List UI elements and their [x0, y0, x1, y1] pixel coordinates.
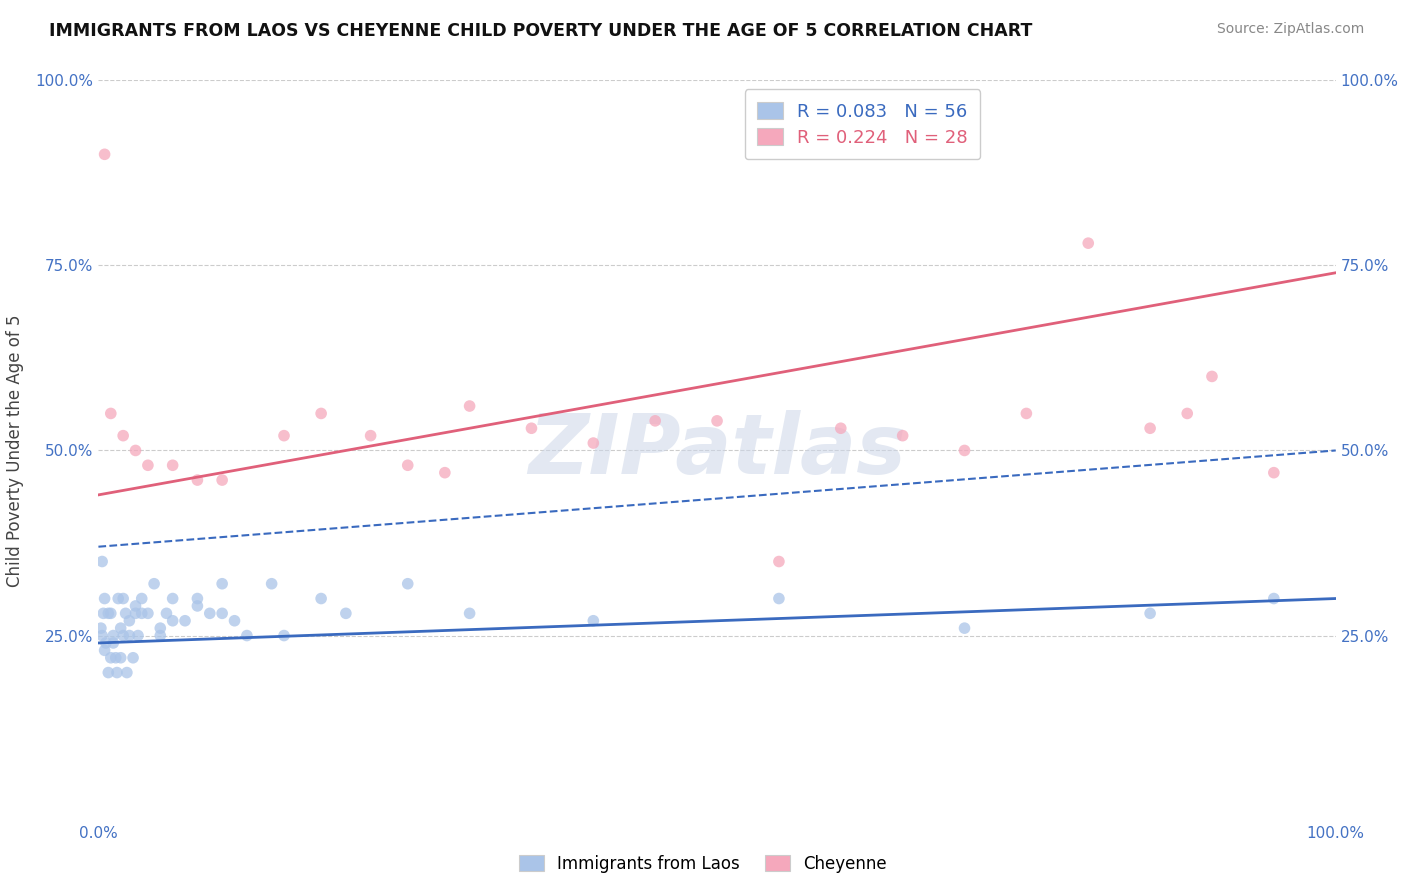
Point [1077, 236, 1099, 251]
Point [149, 628, 172, 642]
Point [100, 650, 122, 665]
Point [162, 614, 184, 628]
Point [211, 607, 233, 621]
Point [115, 665, 138, 680]
Point [100, 607, 122, 621]
Point [830, 421, 852, 435]
Point [97, 607, 120, 621]
Point [110, 621, 132, 635]
Point [396, 576, 419, 591]
Point [520, 421, 543, 435]
Point [103, 628, 125, 642]
Point [186, 591, 208, 606]
Point [110, 650, 132, 665]
Point [93, 643, 115, 657]
Point [458, 607, 481, 621]
Point [260, 576, 283, 591]
Point [93, 147, 115, 161]
Point [953, 443, 976, 458]
Point [433, 466, 456, 480]
Point [90, 621, 112, 635]
Point [891, 428, 914, 442]
Point [124, 443, 146, 458]
Point [1263, 591, 1285, 606]
Point [768, 591, 790, 606]
Point [953, 621, 976, 635]
Point [273, 428, 295, 442]
Point [93, 607, 115, 621]
Point [94, 636, 117, 650]
Point [93, 591, 115, 606]
Point [127, 628, 149, 642]
Point [1201, 369, 1223, 384]
Point [644, 414, 666, 428]
Point [360, 428, 382, 442]
Point [335, 607, 357, 621]
Point [91, 555, 114, 569]
Legend: R = 0.083   N = 56, R = 0.224   N = 28: R = 0.083 N = 56, R = 0.224 N = 28 [745, 89, 980, 160]
Point [1263, 466, 1285, 480]
Point [104, 650, 127, 665]
Point [768, 555, 790, 569]
Point [396, 458, 419, 473]
Point [122, 650, 145, 665]
Point [706, 414, 728, 428]
Point [114, 607, 136, 621]
Legend: Immigrants from Laos, Cheyenne: Immigrants from Laos, Cheyenne [512, 848, 894, 880]
Point [458, 399, 481, 413]
Point [236, 628, 259, 642]
Point [136, 607, 159, 621]
Point [174, 614, 197, 628]
Point [124, 607, 146, 621]
Point [1139, 421, 1161, 435]
Point [1015, 407, 1038, 421]
Point [273, 628, 295, 642]
Point [149, 621, 172, 635]
Point [100, 407, 122, 421]
Point [105, 665, 128, 680]
Point [103, 636, 125, 650]
Point [198, 607, 221, 621]
Point [211, 473, 233, 487]
Point [112, 628, 135, 642]
Y-axis label: Child Poverty Under the Age of 5: Child Poverty Under the Age of 5 [7, 314, 24, 587]
Point [118, 628, 141, 642]
Point [107, 591, 129, 606]
Point [186, 473, 208, 487]
Point [136, 458, 159, 473]
Point [97, 665, 120, 680]
Point [124, 599, 146, 613]
Point [211, 576, 233, 591]
Point [162, 458, 184, 473]
Point [112, 591, 135, 606]
Point [1139, 607, 1161, 621]
Point [582, 436, 605, 450]
Point [162, 591, 184, 606]
Point [1175, 407, 1198, 421]
Point [112, 428, 135, 442]
Point [91, 628, 114, 642]
Text: Source: ZipAtlas.com: Source: ZipAtlas.com [1216, 22, 1364, 37]
Point [186, 599, 208, 613]
Point [155, 607, 177, 621]
Point [143, 576, 166, 591]
Point [309, 591, 332, 606]
Point [118, 614, 141, 628]
Point [131, 591, 153, 606]
Point [224, 614, 246, 628]
Point [131, 607, 153, 621]
Point [309, 407, 332, 421]
Text: ZIPatlas: ZIPatlas [529, 410, 905, 491]
Text: IMMIGRANTS FROM LAOS VS CHEYENNE CHILD POVERTY UNDER THE AGE OF 5 CORRELATION CH: IMMIGRANTS FROM LAOS VS CHEYENNE CHILD P… [49, 22, 1032, 40]
Point [582, 614, 605, 628]
